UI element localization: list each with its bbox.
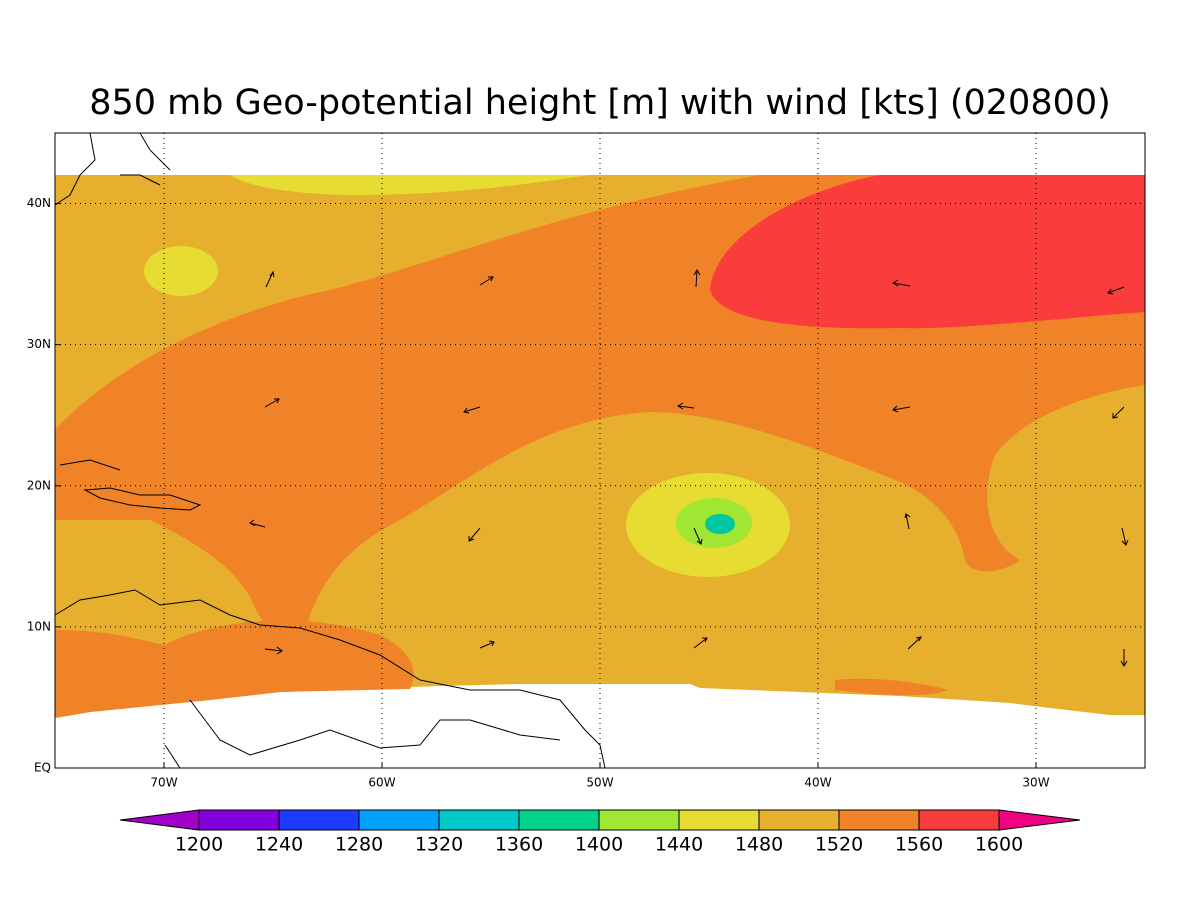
colorbar-segment bbox=[838, 809, 920, 831]
coastline bbox=[54, 589, 606, 769]
map-frame bbox=[54, 132, 1146, 769]
colorbar-segment bbox=[198, 809, 280, 831]
colorbar-label: 1600 bbox=[975, 834, 1023, 856]
colorbar-segment bbox=[358, 809, 440, 831]
colorbar-low-arrow bbox=[119, 809, 200, 831]
y-tick-label: 40N bbox=[27, 196, 51, 210]
coastline bbox=[54, 132, 606, 769]
colorbar-label: 1520 bbox=[815, 834, 863, 856]
wind-arrow bbox=[1112, 406, 1125, 419]
wind-arrow bbox=[264, 646, 283, 655]
field-1520-1560 bbox=[55, 620, 414, 718]
y-tick-label: 20N bbox=[27, 478, 51, 492]
height-field bbox=[55, 175, 1145, 718]
colorbar-label: 1320 bbox=[415, 834, 463, 856]
wind-arrow bbox=[892, 405, 911, 413]
wind-arrow bbox=[264, 398, 280, 408]
colorbar-label: 1480 bbox=[735, 834, 783, 856]
wind-arrow bbox=[677, 402, 695, 410]
x-tick-label: 40W bbox=[804, 776, 831, 790]
coastline bbox=[59, 459, 202, 511]
colorbar-label: 1360 bbox=[495, 834, 543, 856]
y-tick-label: EQ bbox=[34, 761, 51, 775]
x-tick-label: 60W bbox=[368, 776, 395, 790]
colorbar-label: 1440 bbox=[655, 834, 703, 856]
wind-arrow bbox=[892, 279, 911, 287]
colorbar-high-arrow bbox=[998, 809, 1081, 831]
wind-arrow bbox=[249, 519, 266, 528]
wind-arrow bbox=[265, 270, 275, 288]
field-1440-1480 bbox=[144, 246, 218, 296]
colorbar-label: 1560 bbox=[895, 834, 943, 856]
wind-arrow bbox=[1107, 286, 1125, 295]
colorbar-label: 1200 bbox=[175, 834, 223, 856]
y-tick-label: 10N bbox=[27, 619, 51, 633]
wind-arrow bbox=[693, 527, 703, 545]
y-tick-label: 30N bbox=[27, 337, 51, 351]
wind-arrow bbox=[468, 527, 481, 542]
wind-arrow bbox=[904, 513, 911, 530]
coastline bbox=[54, 132, 171, 206]
colorbar-segment bbox=[918, 809, 1000, 831]
wind-arrow bbox=[479, 640, 495, 649]
map-title: 850 mb Geo-potential height [m] with win… bbox=[89, 83, 1111, 123]
x-tick-label: 30W bbox=[1022, 776, 1049, 790]
colorbar: 1200 1240 1280 1320 1360 1400 1440 1480 1520 1560… bbox=[119, 809, 1081, 856]
wind-arrow bbox=[1121, 527, 1129, 546]
colorbar-segment bbox=[518, 809, 600, 831]
wind-arrow bbox=[1120, 649, 1128, 667]
field-1520-1560 bbox=[835, 678, 948, 696]
wind-vectors bbox=[249, 269, 1129, 667]
colorbar-label: 1240 bbox=[255, 834, 303, 856]
colorbar-segment bbox=[598, 809, 680, 831]
wind-arrow bbox=[463, 406, 481, 414]
field-1360-1400 bbox=[705, 514, 735, 534]
field-1440-1480 bbox=[230, 175, 590, 195]
x-tick-label: 50W bbox=[586, 776, 613, 790]
x-tick-label: 70W bbox=[150, 776, 177, 790]
colorbar-segment bbox=[758, 809, 840, 831]
colorbar-segment bbox=[678, 809, 760, 831]
wind-arrow bbox=[693, 269, 701, 288]
colorbar-segment bbox=[438, 809, 520, 831]
colorbar-label: 1400 bbox=[575, 834, 623, 856]
wind-arrow bbox=[907, 636, 922, 650]
wind-arrow bbox=[479, 276, 494, 286]
wind-arrow bbox=[693, 637, 708, 649]
colorbar-segment bbox=[278, 809, 360, 831]
colorbar-label: 1280 bbox=[335, 834, 383, 856]
